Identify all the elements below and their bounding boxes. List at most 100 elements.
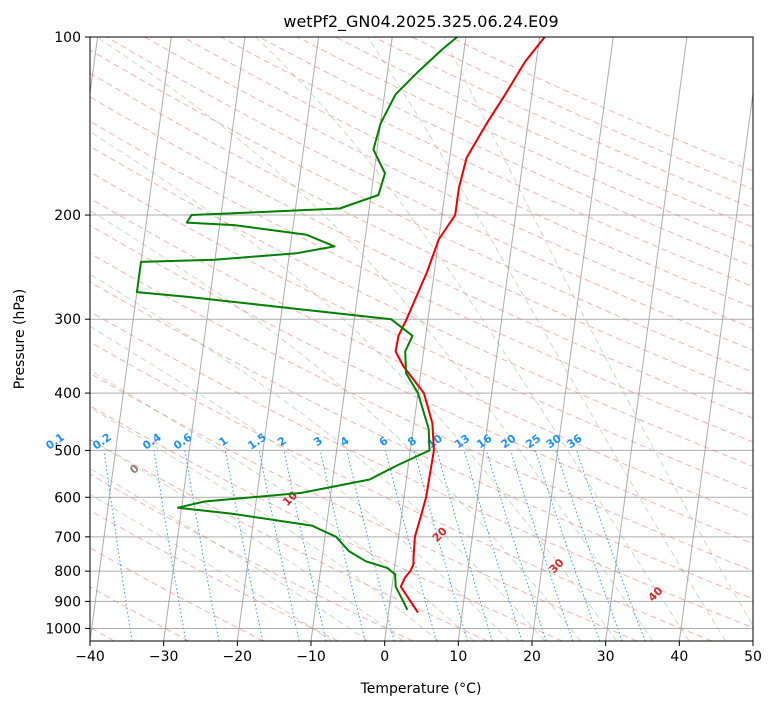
y-tick-label: 600 [54,490,81,506]
dry-adiabat-line [335,37,753,228]
isotherm-line [384,37,467,641]
moist-adiabat-line [90,406,439,641]
dry-adiabat-line [373,37,753,209]
mixing-ratio-line [534,450,601,641]
mixing-ratio-label: 0.4 [140,430,164,452]
y-tick-label: 800 [54,564,81,580]
dry-adiabat-line [90,145,753,467]
moist-adiabat-line [255,37,690,641]
isotherm-line [90,37,172,641]
dry-adiabat-line [90,72,753,396]
mixing-ratio-line [224,450,264,641]
dry-adiabat-line [220,37,753,288]
mixing-ratio-line [463,450,523,641]
x-tick-label: −30 [149,649,179,665]
mixing-ratio-line [103,450,133,641]
isotherm-line [678,89,753,641]
mixing-ratio-label: 4 [338,434,352,449]
mixing-ratio-line [485,450,547,641]
moist-adiabat-label: 20 [430,524,450,544]
x-axis-label: Temperature (°C) [360,681,482,697]
moist-adiabat-line [90,369,475,641]
mixing-ratio-label: 0.2 [90,431,113,453]
mixing-ratio-label: 20 [499,432,519,452]
dry-adiabat-line [90,252,753,572]
x-tick-label: 30 [597,649,615,665]
dry-adiabat-line [90,372,638,641]
dry-adiabat-line [90,438,488,641]
moist-adiabat-line [90,273,546,641]
x-tick-label: 50 [744,649,762,665]
mixing-ratio-label: 6 [377,434,391,449]
dry-adiabat-line [90,509,339,641]
isotherm-line [457,37,541,641]
dry-adiabat-line [90,197,753,518]
mixing-ratio-line [319,450,366,641]
dry-adiabat-line [90,341,712,641]
isotherm-line [163,37,246,641]
x-tick-label: 20 [523,649,541,665]
x-tick-label: 0 [380,649,389,665]
isotherm-line [605,37,688,641]
dry-adiabat-line [90,547,264,641]
isotherm-line [531,37,614,641]
dry-adiabat-line [90,96,753,419]
mixing-ratio-line [576,450,646,641]
mixing-ratio-line [385,450,437,641]
mixing-ratio-line [555,450,623,641]
dry-adiabat-line [90,281,753,600]
moist-adiabat-line [90,467,368,641]
dry-adiabat-line [144,37,753,330]
dry-adiabat-line [90,405,563,641]
y-tick-label: 1000 [45,621,81,637]
mixing-ratio-line [510,450,574,641]
chart-title: wetPf2_GN04.2025.325.06.24.E09 [283,12,558,32]
x-tick-label: 40 [670,649,688,665]
mixing-ratio-label: 3 [311,434,325,449]
mixing-ratio-label: 13 [452,432,472,451]
plot-frame [89,36,754,642]
mixing-ratio-label: 16 [474,432,494,452]
x-tick-label: −40 [75,649,105,665]
y-tick-label: 500 [54,443,81,459]
temperature-profile [394,37,546,614]
dry-adiabat-line [90,171,753,492]
background-lines [90,37,753,641]
profiles [135,37,546,614]
isotherm-line [310,37,393,641]
y-tick-label: 300 [54,312,81,328]
mixing-ratio-label: 36 [565,432,585,452]
moist-adiabat-line [367,37,727,641]
dry-adiabat-line [411,37,753,190]
isotherm-line [752,637,753,641]
dry-adiabat-line [90,310,753,629]
dry-adiabat-line [296,37,753,248]
mixing-ratio-label: 25 [523,432,543,451]
dry-adiabat-line [90,120,753,443]
mixing-ratio-line [258,450,300,641]
dry-adiabat-line [182,37,753,308]
y-tick-label: 100 [54,30,81,46]
dry-adiabat-line [90,49,753,373]
x-tick-label: −20 [223,649,253,665]
y-tick-label: 200 [54,208,81,224]
axes: −40 −30 −20 −10 0 10 20 30 40 5010020030040050060… [45,30,762,665]
moist-adiabat-line [90,209,582,641]
moist-adiabat-line [90,130,618,641]
dewpoint-profile [135,37,458,611]
mixing-ratio-line [283,450,327,641]
mixing-ratio-line [436,450,493,641]
mixing-ratio-label: 2 [275,434,289,449]
mixing-ratio-label: 1 [217,434,231,449]
dry-adiabat-line [90,224,753,545]
mixing-ratio-label: 30 [544,432,564,452]
moist-adiabat-line [96,37,654,641]
x-tick-label: −10 [296,649,326,665]
y-axis-label: Pressure (hPa) [12,289,28,389]
moist-adiabat-line [90,439,404,641]
moist-adiabat-label: 10 [280,489,300,509]
dry-adiabat-line [258,37,753,267]
y-tick-label: 700 [54,530,81,546]
